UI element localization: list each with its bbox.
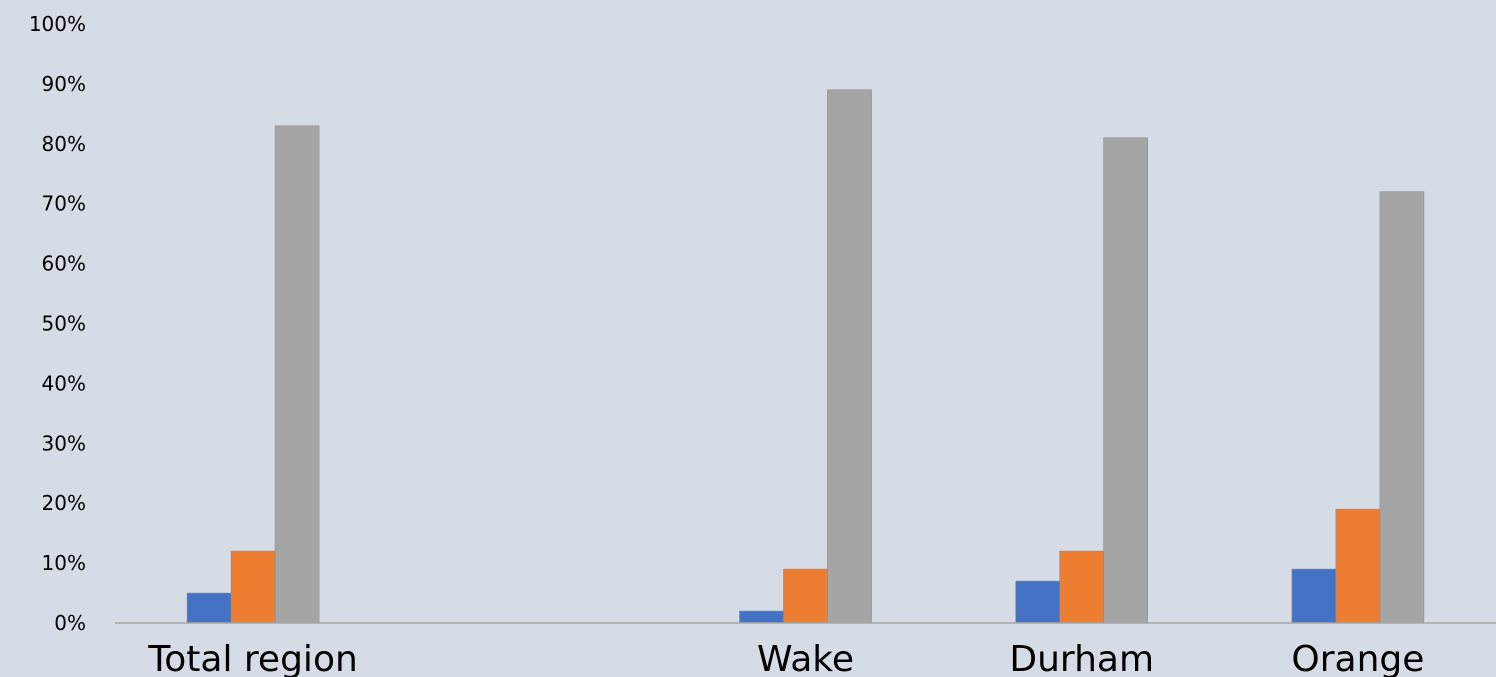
y-tick-label: 70%: [42, 192, 86, 216]
bar: [1379, 191, 1425, 624]
x-category-label: Orange: [1291, 639, 1424, 677]
x-axis-categories: Total region Wake Durham Orange: [147, 639, 1424, 677]
bar: [1291, 568, 1337, 624]
y-tick-label: 80%: [42, 132, 86, 156]
x-category-label: Wake: [757, 639, 854, 677]
x-category-label: Total region: [147, 639, 357, 677]
bar: [827, 89, 872, 624]
plot-area: [186, 89, 1425, 624]
y-tick-label: 60%: [42, 252, 86, 276]
bar: [1059, 550, 1104, 624]
y-tick-label: 40%: [42, 371, 86, 395]
bar: [274, 125, 320, 624]
bar: [739, 610, 784, 624]
bar: [1015, 580, 1061, 624]
x-category-label: Durham: [1009, 639, 1154, 677]
bar: [1335, 508, 1381, 624]
y-tick-label: 10%: [42, 551, 86, 575]
bar: [1103, 137, 1148, 624]
y-tick-label: 20%: [42, 491, 86, 515]
y-tick-label: 50%: [42, 312, 86, 336]
y-tick-label: 100%: [29, 12, 86, 36]
bar: [186, 592, 232, 624]
y-tick-label: 90%: [42, 72, 86, 96]
bar: [783, 568, 828, 624]
bar: [230, 550, 276, 624]
y-tick-label: 30%: [42, 431, 86, 455]
y-axis-ticks: 0% 10% 20% 30% 40% 50% 60% 70% 80% 90% 100%: [29, 12, 86, 635]
y-tick-label: 0%: [54, 611, 86, 635]
